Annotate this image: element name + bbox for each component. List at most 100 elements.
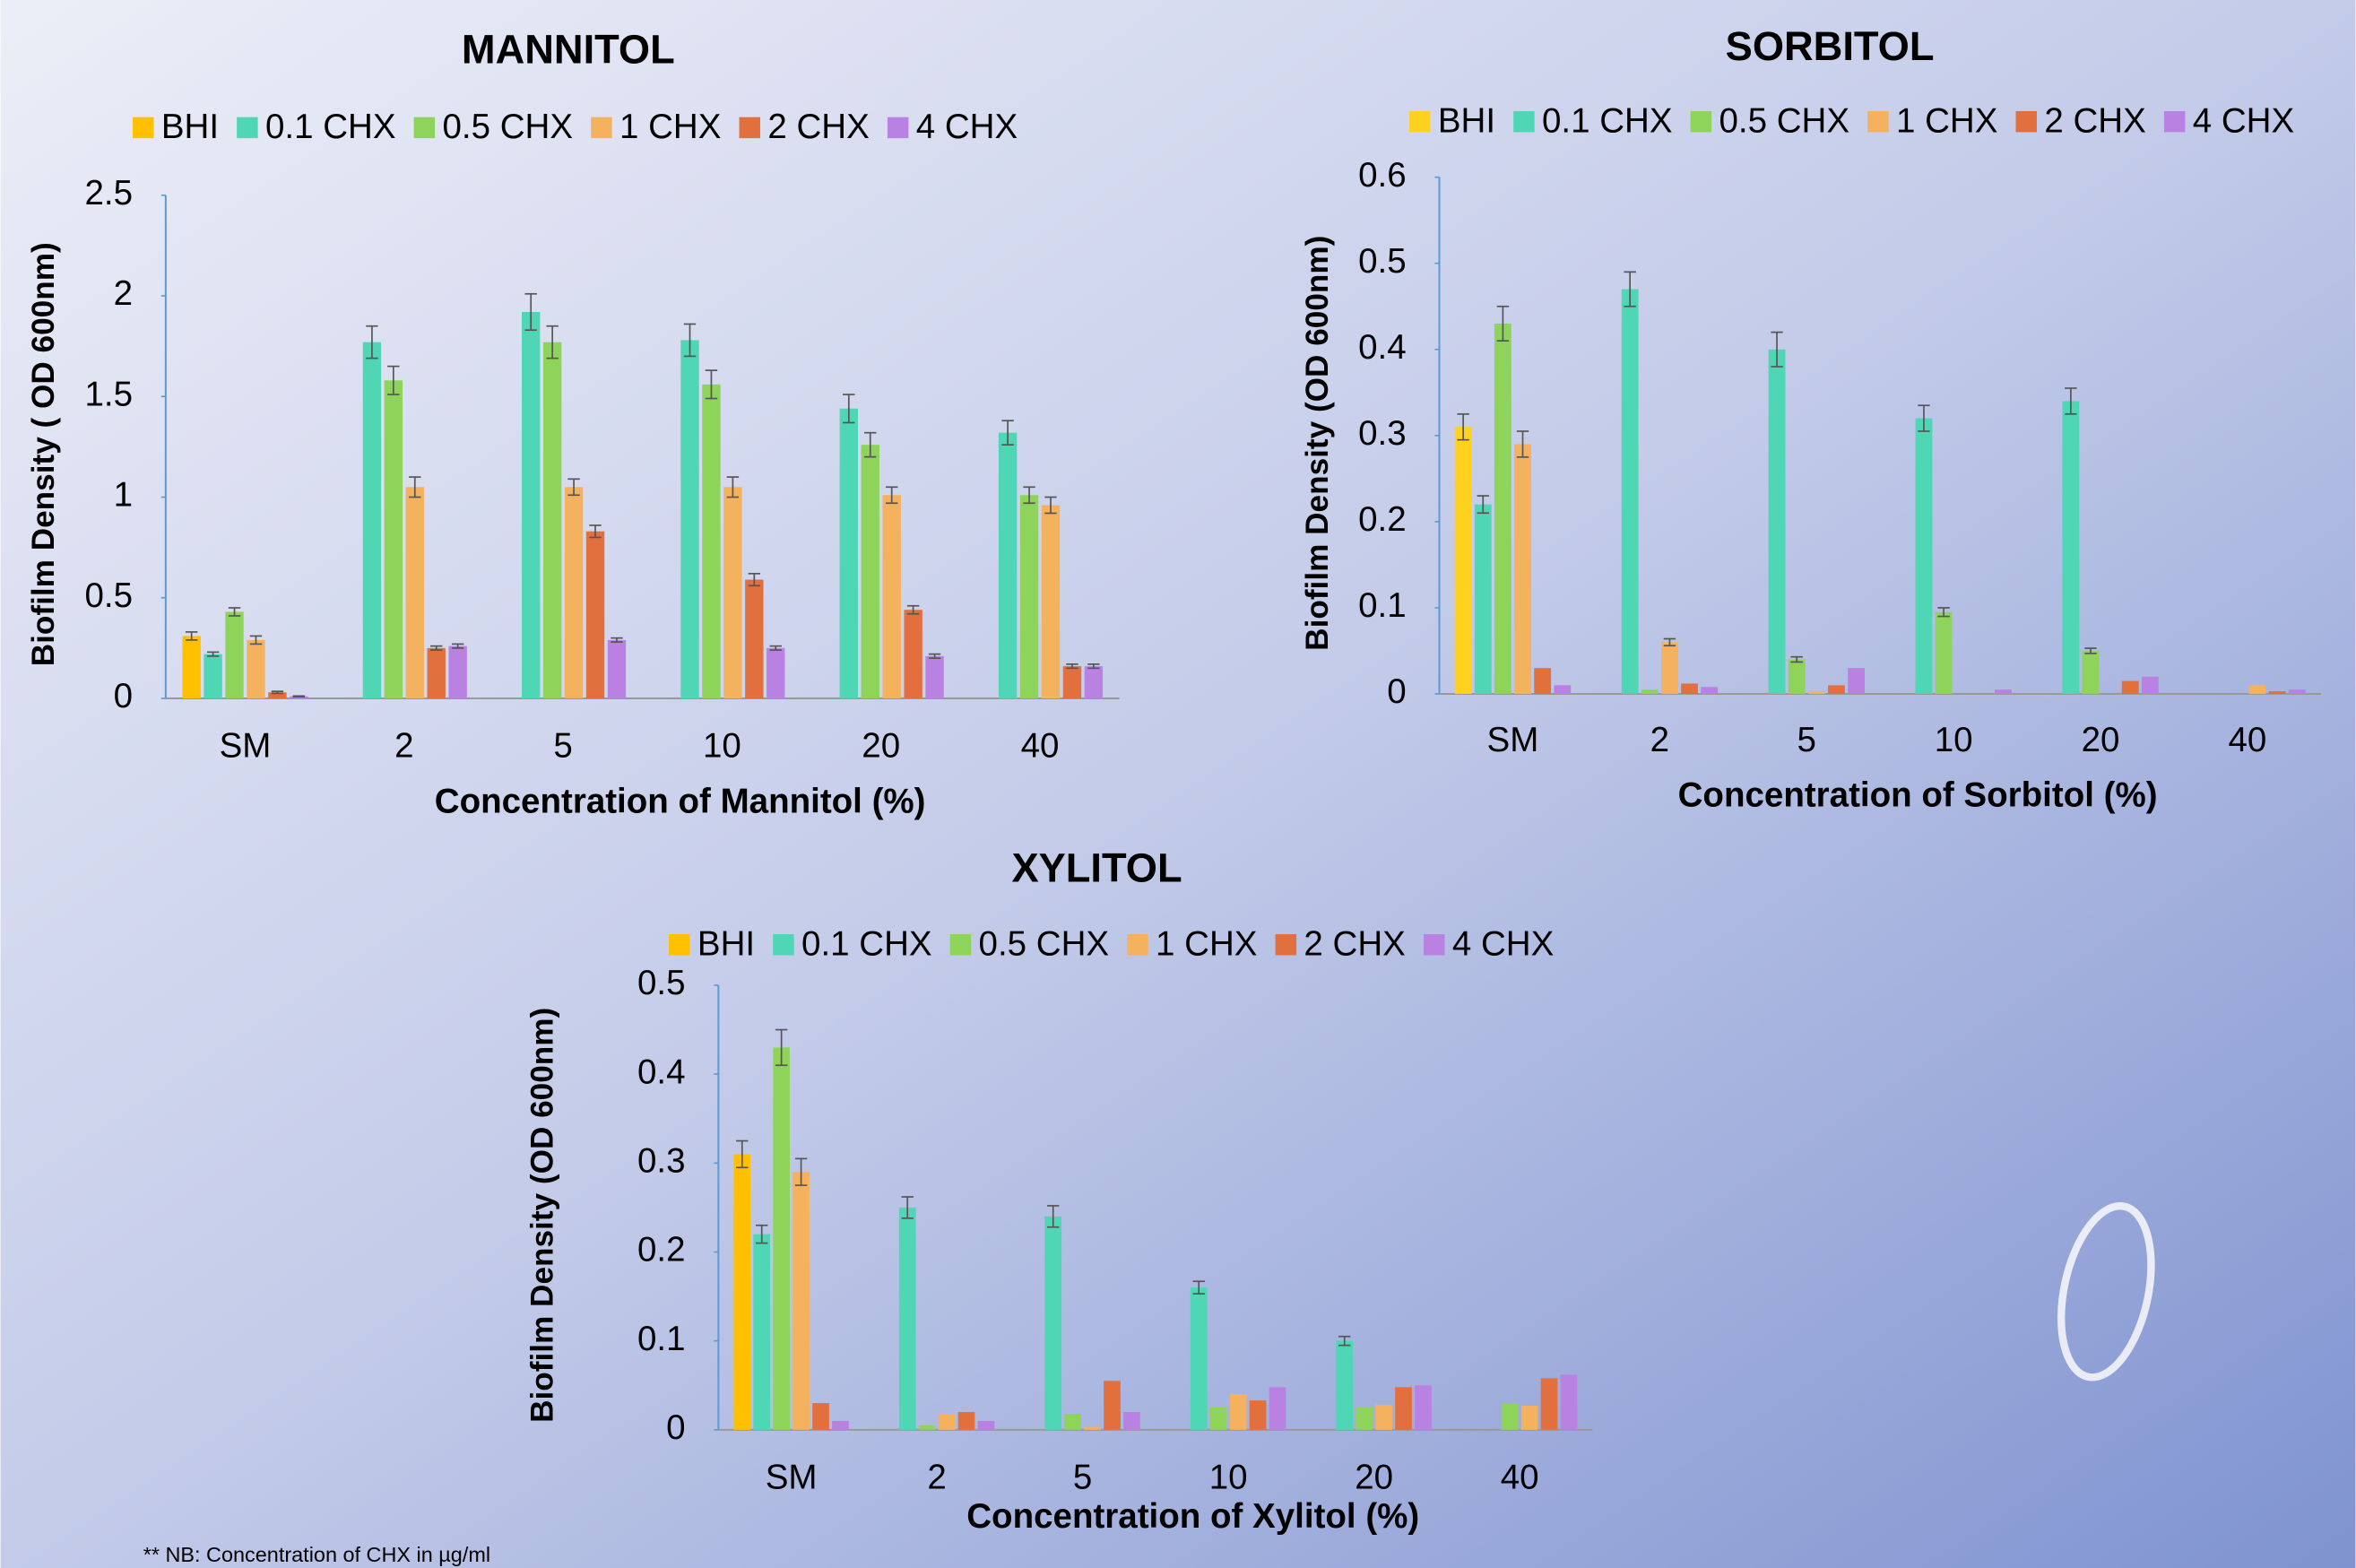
bar xyxy=(1502,1403,1519,1430)
bar xyxy=(1808,691,1825,694)
bar xyxy=(1250,1400,1267,1430)
bar xyxy=(247,640,264,698)
legend-label: 0.5 CHX xyxy=(442,108,573,146)
x-tick-label: 5 xyxy=(1073,1458,1092,1496)
bar xyxy=(1916,419,1933,694)
bar xyxy=(925,656,943,698)
bar xyxy=(182,636,200,698)
bar xyxy=(680,340,698,698)
y-tick-label: 0.3 xyxy=(1358,414,1407,453)
x-tick-label: 10 xyxy=(1935,721,1973,759)
legend-swatch xyxy=(2164,111,2185,132)
bar xyxy=(448,646,466,698)
legend-swatch xyxy=(773,934,793,955)
legend-label: BHI xyxy=(1438,102,1495,141)
bar xyxy=(1191,1287,1208,1430)
legend-swatch xyxy=(133,117,153,138)
legend-label: 0.5 CHX xyxy=(1719,102,1849,141)
bar xyxy=(1848,668,1865,694)
y-tick-label: 0.3 xyxy=(637,1142,686,1181)
bar xyxy=(1789,660,1806,694)
x-tick-label: 40 xyxy=(2229,721,2267,759)
bar xyxy=(363,342,381,698)
y-tick-label: 0 xyxy=(1387,672,1406,711)
x-tick-label: 5 xyxy=(553,726,572,765)
x-tick-label: 40 xyxy=(1501,1458,1539,1496)
legend-label: 0.1 CHX xyxy=(801,925,932,964)
bar xyxy=(1561,1374,1578,1429)
legend-swatch xyxy=(669,934,689,955)
bar xyxy=(899,1208,916,1430)
chart-title: XYLITOL xyxy=(1011,845,1182,891)
x-axis-label: Concentration of Xylitol (%) xyxy=(966,1497,1419,1536)
y-tick-label: 0.5 xyxy=(637,964,686,1002)
bar xyxy=(745,580,763,698)
legend-swatch xyxy=(1513,111,1534,132)
legend-label: 4 CHX xyxy=(1452,925,1554,964)
bar xyxy=(1044,1217,1061,1430)
bar xyxy=(1475,505,1492,694)
y-tick-label: 1.5 xyxy=(84,375,133,413)
bar xyxy=(723,487,741,698)
bar xyxy=(919,1425,936,1430)
y-axis-label: Biofilm Density ( OD 600nm) xyxy=(26,242,61,666)
bar xyxy=(999,433,1017,698)
legend-label: BHI xyxy=(697,925,755,964)
x-tick-label: 20 xyxy=(1355,1458,1393,1496)
page: ** NB: Concentration of CHX in µg/ml MAN… xyxy=(0,0,2356,1568)
bar xyxy=(2249,685,2266,694)
y-axis-label: Biofilm Density (OD 600nm) xyxy=(1300,236,1335,651)
x-tick-label: 2 xyxy=(1650,721,1669,759)
legend-label: 1 CHX xyxy=(1896,102,1997,141)
bar xyxy=(1828,685,1845,694)
bar xyxy=(586,532,604,698)
bar xyxy=(1269,1387,1286,1430)
bar xyxy=(1514,444,1531,694)
y-tick-label: 2 xyxy=(114,274,133,313)
x-tick-label: SM xyxy=(220,726,272,765)
bar xyxy=(2122,681,2139,694)
bar xyxy=(385,380,403,698)
legend-label: 1 CHX xyxy=(619,108,721,146)
y-tick-label: 0 xyxy=(114,677,133,715)
bar xyxy=(1701,687,1718,694)
x-tick-label: 5 xyxy=(1797,721,1816,759)
legend-swatch xyxy=(1127,934,1148,955)
bar xyxy=(1042,505,1060,698)
bar xyxy=(1541,1378,1558,1430)
bar xyxy=(1210,1408,1227,1430)
bar xyxy=(543,342,561,698)
bar xyxy=(1681,683,1698,694)
y-tick-label: 0.2 xyxy=(637,1231,686,1269)
bar xyxy=(1063,666,1081,698)
bar xyxy=(1769,350,1786,694)
slide: ** NB: Concentration of CHX in µg/ml MAN… xyxy=(0,0,2356,1568)
bar xyxy=(1064,1414,1081,1430)
bar xyxy=(2269,691,2286,694)
bar xyxy=(1230,1394,1247,1430)
x-tick-label: 10 xyxy=(703,726,741,765)
y-tick-label: 0.1 xyxy=(637,1320,686,1358)
bar xyxy=(733,1154,750,1429)
bar xyxy=(1375,1405,1392,1430)
bar xyxy=(1641,689,1659,694)
legend-label: 4 CHX xyxy=(916,108,1018,146)
bar xyxy=(882,495,900,698)
bar xyxy=(1085,666,1103,698)
bar xyxy=(773,1047,790,1429)
bar xyxy=(2083,651,2100,694)
bar xyxy=(702,385,720,698)
x-tick-label: SM xyxy=(1487,721,1539,759)
bar xyxy=(793,1172,810,1430)
legend-swatch xyxy=(1276,934,1296,955)
y-tick-label: 0.1 xyxy=(1358,586,1407,625)
legend-label: 1 CHX xyxy=(1156,925,1257,964)
bar xyxy=(204,654,221,698)
y-tick-label: 0 xyxy=(666,1408,685,1447)
bar xyxy=(832,1421,849,1430)
bar xyxy=(1534,668,1551,694)
x-tick-label: SM xyxy=(766,1458,818,1496)
bar xyxy=(522,312,540,698)
bar xyxy=(1936,612,1953,694)
legend-label: 2 CHX xyxy=(1304,925,1405,964)
